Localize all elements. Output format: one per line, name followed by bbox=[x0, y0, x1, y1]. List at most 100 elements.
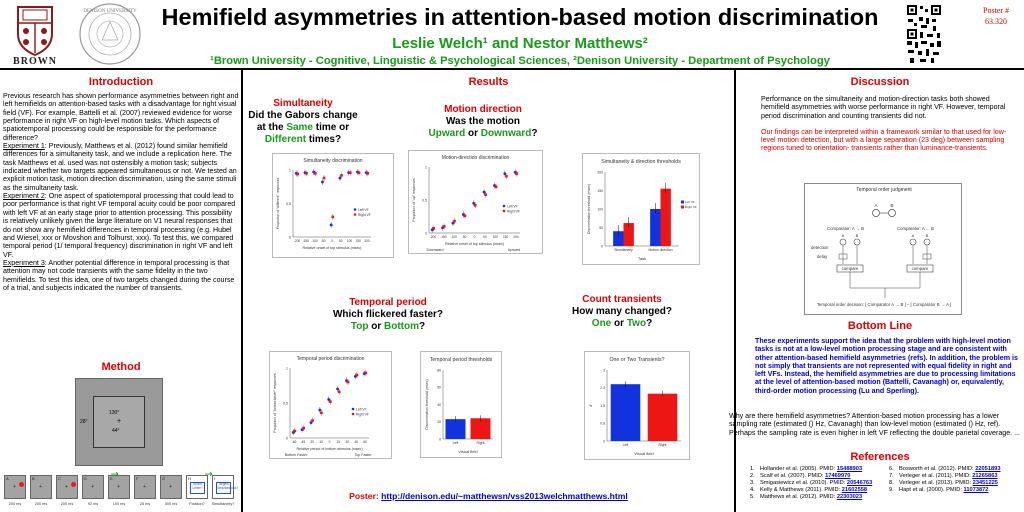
transients-or: or bbox=[611, 318, 627, 329]
data-point-right-vf bbox=[302, 426, 305, 430]
x-tick-label: -100 bbox=[311, 239, 318, 243]
reference-number: 8. bbox=[889, 480, 894, 486]
column-divider-left bbox=[241, 70, 243, 512]
legend-swatch bbox=[353, 208, 357, 211]
x-tick-label: 50 bbox=[483, 235, 487, 239]
x-axis-label: Visual field bbox=[634, 451, 653, 456]
qr-code[interactable] bbox=[906, 4, 942, 40]
y-tick-label: 40 bbox=[437, 403, 441, 407]
reference-pmid-link[interactable]: 15488903 bbox=[836, 466, 863, 472]
transients-question: Count transients How many changed? One o… bbox=[560, 294, 684, 330]
x-tick-label: 0 bbox=[329, 440, 331, 444]
reference-pmid-link[interactable]: 21602558 bbox=[841, 487, 868, 493]
reference-pmid-link[interactable]: 17469970 bbox=[825, 473, 851, 479]
x-tick-label: 150 bbox=[356, 239, 362, 243]
x-tick-label: -150 bbox=[303, 239, 310, 243]
reference-pmid-link[interactable]: 20546763 bbox=[846, 480, 873, 486]
temporal-q1: Which flickered faster? bbox=[332, 309, 444, 320]
simultaneity-q2-post: time or bbox=[313, 122, 350, 133]
reference-pmid-link[interactable]: 23451225 bbox=[972, 480, 998, 486]
method-heading: Method bbox=[101, 361, 141, 373]
data-point-right-vf bbox=[314, 172, 317, 175]
frame-letter: H bbox=[188, 476, 191, 481]
chart-title: Motion-direction discrimination bbox=[442, 155, 510, 161]
frame-duration: 200 ms bbox=[8, 502, 22, 506]
angle-left-label: 28° bbox=[80, 419, 88, 425]
qr-code-secondary[interactable] bbox=[906, 40, 942, 64]
data-point-right-vf bbox=[337, 390, 341, 394]
svg-text:B: B bbox=[926, 233, 929, 238]
temporal-question: Temporal period Which flickered faster? … bbox=[316, 297, 460, 333]
simultaneity-q3-post: times? bbox=[306, 134, 342, 145]
y-tick-label: 150 bbox=[597, 189, 603, 193]
data-point-right-vf bbox=[322, 176, 326, 180]
legend-label: Left VF bbox=[358, 208, 369, 212]
data-point-left-vf bbox=[329, 223, 333, 227]
fixation-cross: + bbox=[13, 484, 16, 490]
temporal-title: Temporal period bbox=[349, 297, 427, 308]
chart-temporal-period: Temporal period discrimination 0 0.5 1 -60 -4… bbox=[269, 351, 392, 459]
y-tick-label: 50 bbox=[599, 226, 603, 230]
data-point-right-vf bbox=[505, 174, 508, 178]
data-point-right-vf bbox=[331, 215, 335, 219]
data-point-right-vf bbox=[484, 193, 487, 197]
trial-frame: E + bbox=[108, 475, 130, 499]
discussion-heading: Discussion bbox=[850, 76, 910, 88]
svg-text:B: B bbox=[890, 203, 893, 208]
data-point-right-vf bbox=[311, 419, 314, 422]
x-tick-label: -50 bbox=[462, 235, 467, 239]
poster-link[interactable]: http://denison.edu/~matthewsn/vss2013wel… bbox=[381, 491, 628, 501]
frame-duration: 100 ms bbox=[112, 502, 126, 506]
x-end-label-right: Top Faster bbox=[355, 453, 373, 457]
reference-pmid-link[interactable]: 22051893 bbox=[975, 466, 1001, 472]
y-axis-label: Proportion of "up" responses bbox=[412, 178, 416, 221]
question-box: Targets Simultaneous? bbox=[216, 482, 238, 494]
header-divider bbox=[0, 68, 1024, 70]
simultaneity-title: Simultaneity bbox=[273, 98, 333, 109]
reference-number: 4. bbox=[750, 487, 755, 493]
chart-transients: One or Two Transients? 0 0.8 1.5 2.3 3 Visual … bbox=[584, 351, 690, 460]
data-point-left-vf bbox=[318, 408, 322, 412]
trial-frame: D + bbox=[82, 475, 104, 499]
chart-1-svg: Motion-direction discrimination 0 0.5 1 -200… bbox=[412, 155, 520, 252]
legend-swatch bbox=[353, 213, 357, 216]
transients-one: One bbox=[591, 318, 612, 329]
simultaneity-q1: Did the Gabors change bbox=[248, 110, 358, 121]
frame-duration: 25 ms bbox=[139, 502, 151, 506]
transients-q2: One or Two? bbox=[560, 318, 684, 330]
chart-title: Temporal period thresholds bbox=[430, 357, 493, 363]
reference-pmid-link[interactable]: 22303023 bbox=[836, 494, 863, 500]
frame-letter: I bbox=[214, 476, 216, 481]
poster-authors: Leslie Welch¹ and Nestor Matthews² bbox=[392, 35, 648, 52]
brown-logo: BROWN bbox=[4, 4, 66, 67]
reference-item: 3. Smigasiewicz et al. (2010). PMID: 2054… bbox=[750, 480, 890, 487]
references-list-left: 1. Hollander et al. (2005). PMID: 1548890… bbox=[750, 466, 890, 501]
x-tick-label: Motion direction bbox=[649, 248, 673, 252]
reference-text: Bosworth et al. (2012). PMID: bbox=[899, 466, 976, 472]
y-tick-label: 0.5 bbox=[286, 202, 291, 206]
bar-left-vf bbox=[650, 209, 661, 246]
fixation-cross: + bbox=[169, 484, 172, 490]
frame-letter: D bbox=[84, 476, 87, 481]
y-tick-label: 0 bbox=[286, 437, 288, 441]
reference-pmid-link[interactable]: 21265863 bbox=[972, 473, 998, 479]
frame-letter: C bbox=[58, 476, 61, 481]
y-tick-label: 60 bbox=[437, 386, 441, 390]
frame-letter: A bbox=[6, 476, 9, 481]
y-tick-label: 3 bbox=[603, 368, 605, 372]
method-stimulus-display: + 130° 44° 28° bbox=[75, 378, 163, 466]
reference-item: 7. Verleger et al. (2011). PMID: 21265863 bbox=[889, 473, 1021, 480]
reference-pmid-link[interactable]: 11073872 bbox=[963, 487, 989, 493]
y-axis-label: d' bbox=[589, 404, 593, 407]
data-point-left-vf bbox=[482, 190, 486, 194]
y-axis-label: Discrimination threshold (msec) bbox=[425, 379, 429, 429]
reference-number: 2. bbox=[750, 473, 755, 479]
reference-number: 5. bbox=[750, 494, 755, 500]
compare-label-right: compare bbox=[911, 266, 929, 271]
reference-text: Matthews et al. (2012). PMID: bbox=[760, 494, 837, 500]
legend-swatch bbox=[502, 204, 506, 208]
reference-text: Verleger et al. (2013). PMID: bbox=[899, 480, 973, 486]
y-tick-label: 200 bbox=[597, 170, 603, 174]
legend-label: Right VF bbox=[356, 412, 369, 416]
x-tick-label: 100 bbox=[347, 239, 353, 243]
